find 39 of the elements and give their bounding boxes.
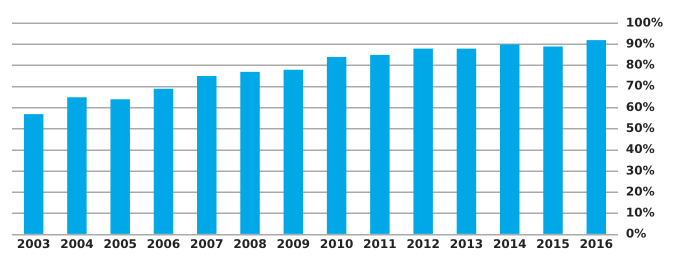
x-tick-label: 2009 xyxy=(276,236,310,251)
x-tick-label: 2011 xyxy=(363,236,397,251)
y-tick-label: 70% xyxy=(626,78,655,93)
bar xyxy=(543,46,563,234)
x-tick-label: 2006 xyxy=(146,236,180,251)
y-tick-label: 0% xyxy=(626,226,646,241)
bar xyxy=(197,76,216,234)
x-tick-label: 2007 xyxy=(190,236,224,251)
bar xyxy=(67,97,87,234)
bar xyxy=(284,70,304,234)
x-tick-label: 2013 xyxy=(450,236,484,251)
bar xyxy=(326,57,346,234)
y-tick-label: 90% xyxy=(626,36,655,50)
x-tick-label: 2003 xyxy=(16,236,50,251)
y-tick-label: 30% xyxy=(626,163,655,178)
bar xyxy=(240,72,260,234)
x-tick-label: 2010 xyxy=(320,236,354,251)
x-tick-label: 2004 xyxy=(60,236,94,251)
bar xyxy=(456,48,476,234)
y-tick-label: 20% xyxy=(626,184,655,198)
y-tick-label: 80% xyxy=(626,58,655,72)
x-tick-label: 2015 xyxy=(536,236,570,251)
x-tick-label: 2016 xyxy=(580,236,613,251)
y-tick-label: 10% xyxy=(626,206,655,220)
x-tick-label: 2005 xyxy=(104,236,137,251)
bar xyxy=(500,44,520,234)
bar xyxy=(370,54,390,234)
x-tick-label: 2014 xyxy=(493,236,526,251)
bar xyxy=(24,114,44,234)
y-tick-label: 60% xyxy=(626,100,655,114)
y-tick-label: 100% xyxy=(626,15,664,30)
bar xyxy=(413,48,433,234)
bar xyxy=(586,40,606,234)
bar xyxy=(154,88,174,234)
y-tick-label: 40% xyxy=(626,142,655,156)
x-tick-label: 2012 xyxy=(406,236,440,251)
x-tick-label: 2008 xyxy=(233,236,267,251)
bar xyxy=(110,99,130,234)
y-tick-label: 50% xyxy=(626,121,655,136)
